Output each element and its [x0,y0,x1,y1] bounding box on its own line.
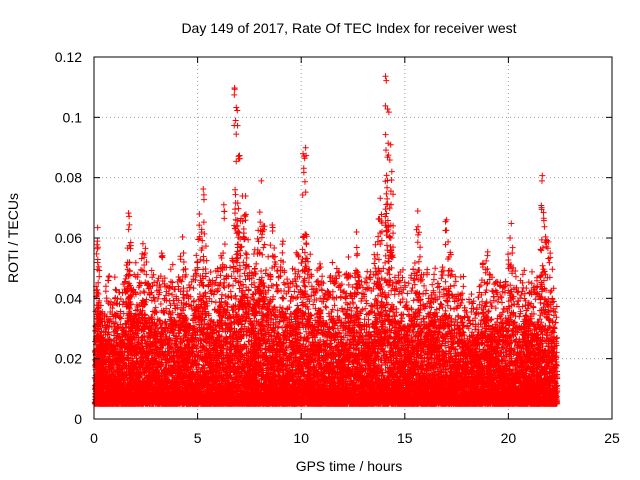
y-tick-label: 0.04 [55,290,82,306]
y-tick-label: 0 [74,411,82,427]
axis-ticks: 0 0.02 0.04 0.06 0.08 0.1 0.12 0 5 10 15 20 25 [55,49,620,446]
x-tick-label: 0 [90,430,98,446]
data-points [91,73,561,407]
y-tick-label: 0.08 [55,170,82,186]
y-tick-label: 0.1 [63,109,83,125]
y-tick-label: 0.12 [55,49,82,65]
chart-title: Day 149 of 2017, Rate Of TEC Index for r… [181,20,516,36]
y-tick-label: 0.06 [55,230,82,246]
y-tick-label: 0.02 [55,351,82,367]
y-axis-label: ROTI / TECUs [5,193,21,283]
roti-point [91,73,561,407]
x-tick-label: 25 [604,430,620,446]
x-tick-label: 15 [397,430,413,446]
x-tick-label: 10 [293,430,309,446]
x-tick-label: 5 [194,430,202,446]
x-axis-label: GPS time / hours [296,458,403,474]
x-tick-label: 20 [501,430,517,446]
